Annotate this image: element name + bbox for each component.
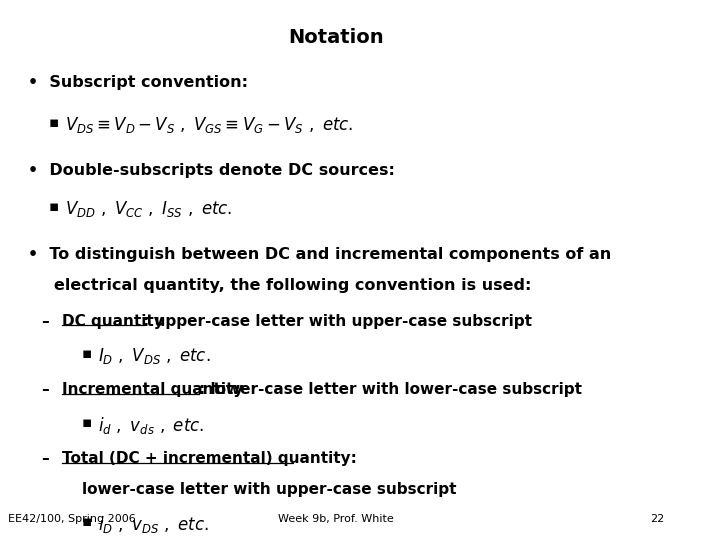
Text: ▪: ▪: [82, 415, 92, 430]
Text: –: –: [42, 451, 49, 466]
Text: $\mathit{V}_{DS} \equiv \mathit{V}_{D} - \mathit{V}_{S}\ ,\ \mathit{V}_{GS} \equ: $\mathit{V}_{DS} \equiv \mathit{V}_{D} -…: [65, 115, 354, 135]
Text: EE42/100, Spring 2006: EE42/100, Spring 2006: [8, 515, 136, 524]
Text: ▪: ▪: [48, 115, 58, 130]
Text: $\mathit{I}_{D}\ ,\ \mathit{V}_{DS}\ ,\ \mathit{etc.}$: $\mathit{I}_{D}\ ,\ \mathit{V}_{DS}\ ,\ …: [99, 346, 211, 366]
Text: Total (DC + incremental) quantity:: Total (DC + incremental) quantity:: [62, 451, 356, 466]
Text: $\mathit{i}_{d}\ ,\ \mathit{v}_{ds}\ ,\ \mathit{etc.}$: $\mathit{i}_{d}\ ,\ \mathit{v}_{ds}\ ,\ …: [99, 415, 204, 436]
Text: DC quantity: DC quantity: [62, 314, 163, 329]
Text: lower-case letter with upper-case subscript: lower-case letter with upper-case subscr…: [82, 482, 456, 497]
Text: Incremental quantity: Incremental quantity: [62, 382, 243, 397]
Text: •  Double-subscripts denote DC sources:: • Double-subscripts denote DC sources:: [28, 163, 395, 178]
Text: •  To distinguish between DC and incremental components of an: • To distinguish between DC and incremen…: [28, 247, 611, 262]
Text: $\mathit{i}_{D}\ ,\ \mathit{v}_{DS}\ ,\ \mathit{etc.}$: $\mathit{i}_{D}\ ,\ \mathit{v}_{DS}\ ,\ …: [99, 514, 210, 535]
Text: electrical quantity, the following convention is used:: electrical quantity, the following conve…: [53, 278, 531, 293]
Text: : lower-case letter with lower-case subscript: : lower-case letter with lower-case subs…: [199, 382, 582, 397]
Text: –: –: [42, 382, 49, 397]
Text: Week 9b, Prof. White: Week 9b, Prof. White: [279, 515, 394, 524]
Text: ▪: ▪: [48, 199, 58, 214]
Text: ▪: ▪: [82, 514, 92, 529]
Text: •  Subscript convention:: • Subscript convention:: [28, 76, 248, 90]
Text: : upper-case letter with upper-case subscript: : upper-case letter with upper-case subs…: [143, 314, 532, 329]
Text: –: –: [42, 314, 49, 329]
Text: $\mathit{V}_{DD}\ ,\ \mathit{V}_{CC}\ ,\ \mathit{I}_{SS}\ ,\ \mathit{etc.}$: $\mathit{V}_{DD}\ ,\ \mathit{V}_{CC}\ ,\…: [65, 199, 233, 219]
Text: ▪: ▪: [82, 346, 92, 361]
Text: 22: 22: [650, 515, 665, 524]
Text: Notation: Notation: [289, 28, 384, 47]
